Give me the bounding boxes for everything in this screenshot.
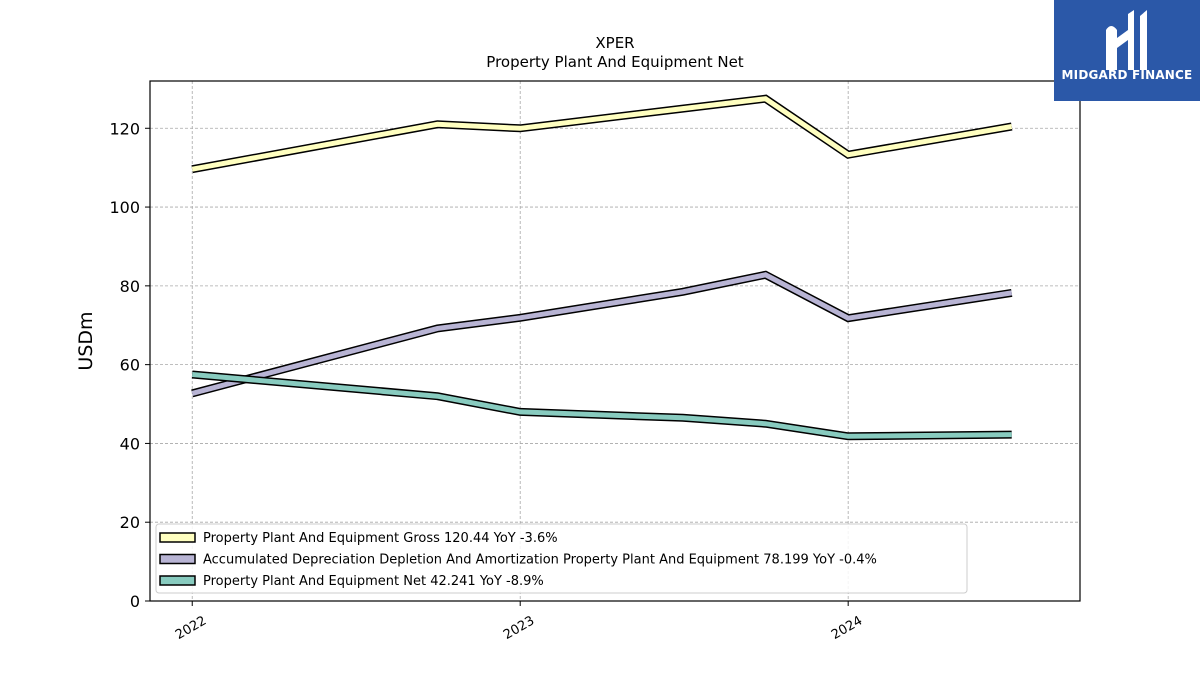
brand-name: MIDGARD FINANCE — [1061, 68, 1193, 82]
y-tick-label: 100 — [109, 198, 140, 217]
y-tick-label: 120 — [109, 119, 140, 138]
series-2-line — [191, 270, 1013, 398]
series-line-fill — [191, 96, 1013, 172]
x-tick-label: 2022 — [173, 613, 209, 643]
x-tick-label: 2023 — [501, 613, 537, 643]
y-axis-label: USDm — [75, 311, 97, 370]
y-tick-label: 60 — [120, 356, 140, 375]
chart-title: XPER — [595, 34, 634, 52]
x-axis: 2022 2023 2024 — [173, 601, 865, 643]
legend-swatch — [159, 532, 196, 543]
series-line-outline — [191, 270, 1013, 398]
series-line-fill — [191, 372, 1012, 439]
legend: Property Plant And Equipment Gross 120.4… — [155, 523, 968, 594]
legend-label: Property Plant And Equipment Net 42.241 … — [203, 574, 544, 589]
brand-logo: MIDGARD FINANCE — [1054, 0, 1200, 101]
x-tick-label: 2024 — [829, 613, 865, 643]
legend-swatch — [159, 575, 196, 586]
legend-box — [155, 523, 968, 594]
y-tick-label: 20 — [120, 513, 140, 532]
y-tick-label: 40 — [120, 434, 140, 453]
series-line-outline — [191, 94, 1013, 174]
y-tick-label: 0 — [130, 592, 140, 611]
y-axis: 0 20 40 60 80 100 120 — [109, 119, 150, 611]
series-line-fill — [191, 272, 1013, 396]
series-group — [191, 94, 1013, 441]
y-tick-label: 80 — [120, 277, 140, 296]
legend-swatch — [159, 553, 196, 565]
plot-frame — [149, 80, 1081, 602]
series-3-line — [191, 370, 1012, 441]
chart-subtitle: Property Plant And Equipment Net — [486, 53, 743, 71]
legend-label: Property Plant And Equipment Gross 120.4… — [203, 531, 558, 546]
legend-label: Accumulated Depreciation Depletion And A… — [203, 553, 877, 568]
midgard-logo-icon — [1106, 10, 1147, 70]
series-1-line — [191, 94, 1013, 174]
grid-lines — [150, 81, 1080, 602]
